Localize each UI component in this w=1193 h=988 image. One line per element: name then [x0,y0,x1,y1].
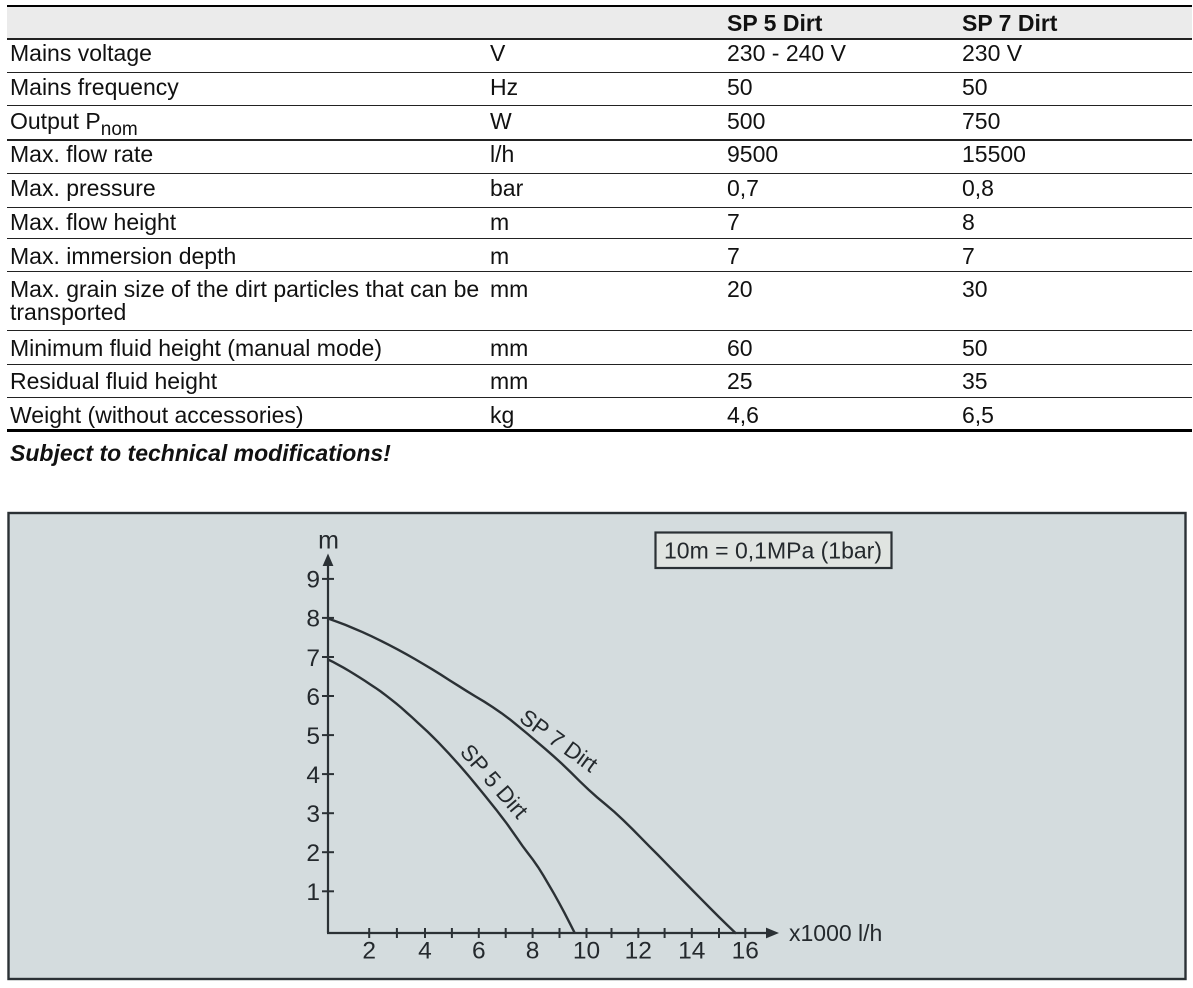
svg-text:12: 12 [625,938,652,965]
svg-text:7: 7 [306,645,320,672]
svg-text:10m = 0,1MPa (1bar): 10m = 0,1MPa (1bar) [664,538,882,564]
svg-text:8: 8 [526,938,540,965]
svg-text:2: 2 [362,938,376,965]
svg-text:2: 2 [306,840,320,867]
svg-text:1: 1 [306,879,320,906]
svg-text:3: 3 [306,801,320,828]
svg-text:8: 8 [306,606,320,633]
svg-text:10: 10 [573,938,600,965]
svg-text:6: 6 [306,684,320,711]
svg-text:9: 9 [306,567,320,594]
svg-text:x1000 l/h: x1000 l/h [789,920,882,946]
svg-text:m: m [318,527,339,555]
svg-text:14: 14 [678,938,705,965]
svg-text:16: 16 [732,938,759,965]
svg-text:4: 4 [418,938,432,965]
svg-text:6: 6 [472,938,486,965]
svg-text:5: 5 [306,723,320,750]
svg-text:4: 4 [306,762,320,789]
